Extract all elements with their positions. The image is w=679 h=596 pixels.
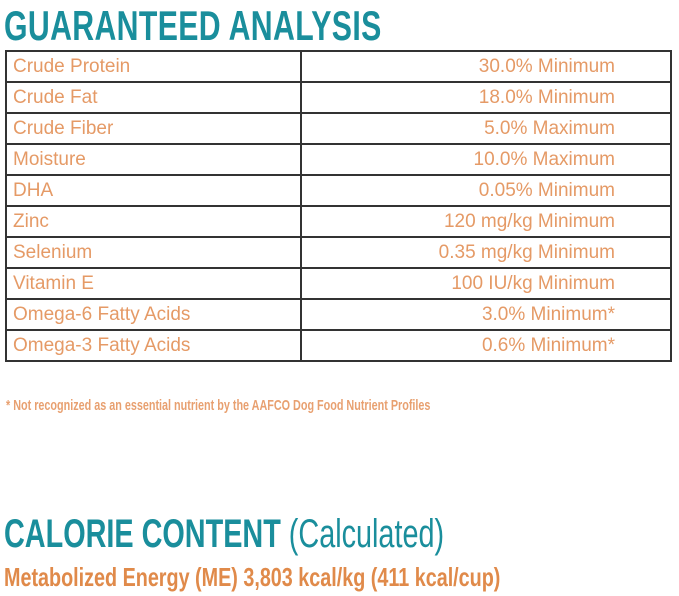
table-row: Crude Fiber 5.0% Maximum [4, 112, 672, 145]
table-row: Crude Protein 30.0% Minimum [4, 50, 672, 83]
nutrient-name: Crude Fiber [4, 112, 303, 145]
guaranteed-analysis-title: GUARANTEED ANALYSIS [4, 2, 382, 49]
nutrient-name: Selenium [4, 236, 303, 269]
analysis-table: Crude Protein 30.0% Minimum Crude Fat 18.0%… [4, 50, 672, 362]
calorie-title: CALORIE CONTENT [4, 512, 281, 556]
nutrient-value: 0.6% Minimum* [300, 329, 672, 362]
table-row: Moisture 10.0% Maximum [4, 143, 672, 176]
table-row: Vitamin E 100 IU/kg Minimum [4, 267, 672, 300]
nutrient-value: 0.05% Minimum [300, 174, 672, 207]
nutrient-value: 0.35 mg/kg Minimum [300, 236, 672, 269]
table-row: Zinc 120 mg/kg Minimum [4, 205, 672, 238]
nutrient-value: 30.0% Minimum [300, 50, 672, 83]
nutrient-value: 120 mg/kg Minimum [300, 205, 672, 238]
table-row: Selenium 0.35 mg/kg Minimum [4, 236, 672, 269]
nutrient-name: DHA [4, 174, 303, 207]
footnote: * Not recognized as an essential nutrien… [6, 397, 431, 414]
nutrient-name: Zinc [4, 205, 303, 238]
nutrient-value: 100 IU/kg Minimum [300, 267, 672, 300]
nutrient-name: Moisture [4, 143, 303, 176]
nutrient-name: Crude Protein [4, 50, 303, 83]
calorie-subtitle: (Calculated) [288, 512, 445, 556]
metabolized-energy: Metabolized Energy (ME) 3,803 kcal/kg (4… [4, 562, 501, 592]
nutrient-name: Omega-3 Fatty Acids [4, 329, 303, 362]
nutrient-name: Vitamin E [4, 267, 303, 300]
calorie-content-title: CALORIE CONTENT (Calculated) [4, 512, 444, 557]
nutrient-value: 10.0% Maximum [300, 143, 672, 176]
nutrient-value: 18.0% Minimum [300, 81, 672, 114]
nutrient-name: Omega-6 Fatty Acids [4, 298, 303, 331]
table-row: Omega-3 Fatty Acids 0.6% Minimum* [4, 329, 672, 362]
nutrient-value: 5.0% Maximum [300, 112, 672, 145]
table-row: Omega-6 Fatty Acids 3.0% Minimum* [4, 298, 672, 331]
table-row: DHA 0.05% Minimum [4, 174, 672, 207]
table-row: Crude Fat 18.0% Minimum [4, 81, 672, 114]
nutrient-value: 3.0% Minimum* [300, 298, 672, 331]
nutrient-name: Crude Fat [4, 81, 303, 114]
